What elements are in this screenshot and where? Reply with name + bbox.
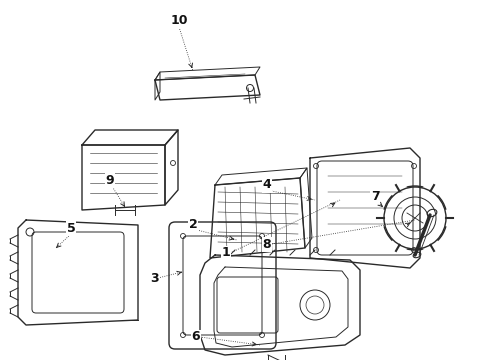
Text: 8: 8	[263, 238, 271, 251]
Text: 3: 3	[149, 271, 158, 284]
Text: 6: 6	[192, 330, 200, 343]
Text: 5: 5	[67, 221, 75, 234]
Text: 7: 7	[370, 189, 379, 202]
Text: 4: 4	[263, 179, 271, 192]
Text: 9: 9	[106, 174, 114, 186]
Text: 2: 2	[189, 219, 197, 231]
Text: 1: 1	[221, 247, 230, 260]
Text: 10: 10	[170, 13, 188, 27]
